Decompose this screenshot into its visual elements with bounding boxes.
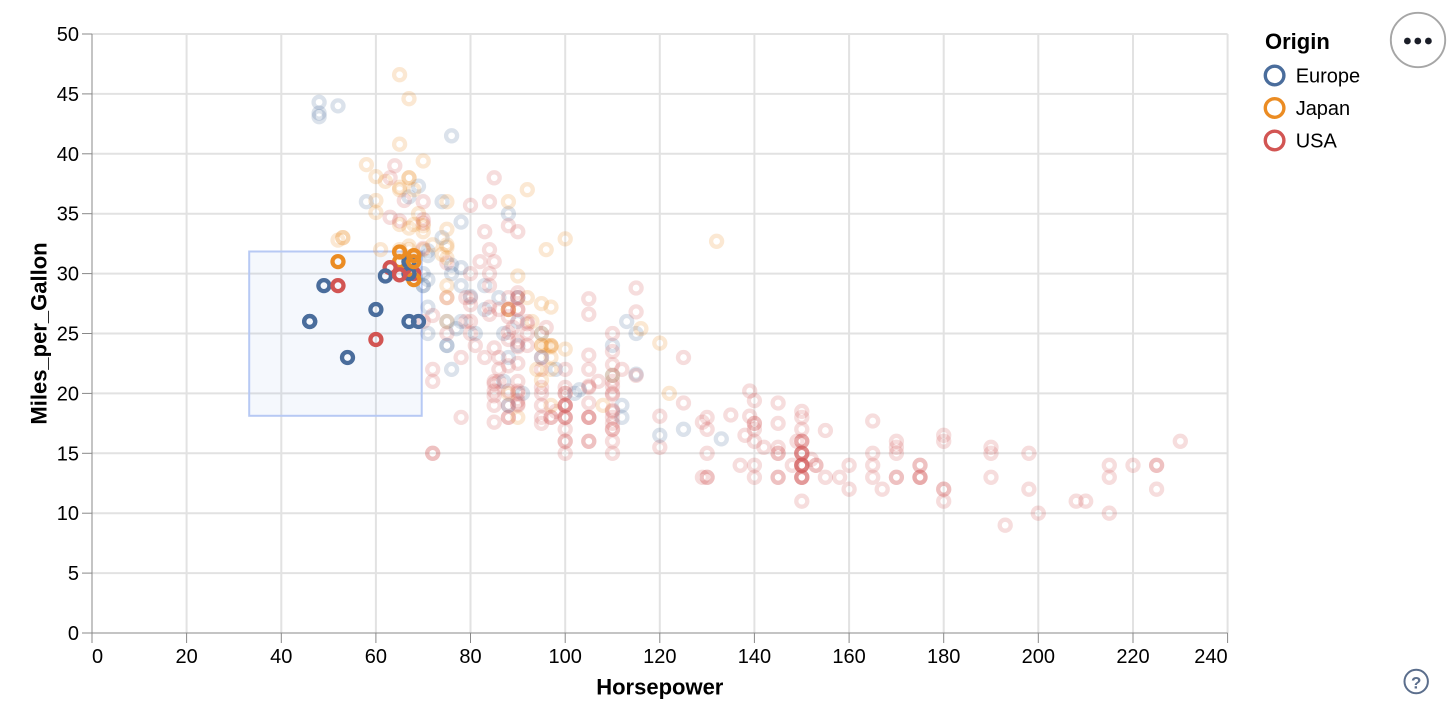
svg-text:120: 120 — [643, 646, 676, 668]
svg-text:240: 240 — [1194, 646, 1227, 668]
svg-text:20: 20 — [175, 646, 197, 668]
svg-text:40: 40 — [270, 646, 292, 668]
svg-text:200: 200 — [1022, 646, 1055, 668]
svg-text:USA: USA — [1296, 131, 1338, 153]
svg-text:Horsepower: Horsepower — [596, 675, 724, 700]
svg-text:160: 160 — [832, 646, 865, 668]
svg-text:25: 25 — [57, 324, 79, 346]
svg-text:Japan: Japan — [1296, 98, 1351, 120]
svg-text:60: 60 — [365, 646, 387, 668]
svg-text:50: 50 — [57, 24, 79, 46]
svg-text:0: 0 — [92, 646, 103, 668]
svg-text:35: 35 — [57, 204, 79, 226]
svg-text:?: ? — [1411, 674, 1421, 693]
svg-text:180: 180 — [927, 646, 960, 668]
svg-text:80: 80 — [459, 646, 481, 668]
svg-text:40: 40 — [57, 144, 79, 166]
svg-text:Miles_per_Gallon: Miles_per_Gallon — [27, 242, 52, 424]
svg-text:5: 5 — [68, 563, 79, 585]
svg-text:Europe: Europe — [1296, 66, 1361, 88]
svg-text:140: 140 — [738, 646, 771, 668]
svg-text:10: 10 — [57, 503, 79, 525]
svg-text:0: 0 — [68, 623, 79, 645]
svg-text:220: 220 — [1116, 646, 1149, 668]
svg-text:Origin: Origin — [1265, 29, 1330, 54]
svg-text:100: 100 — [549, 646, 582, 668]
svg-text:15: 15 — [57, 443, 79, 465]
svg-text:30: 30 — [57, 264, 79, 286]
svg-text:20: 20 — [57, 383, 79, 405]
svg-text:45: 45 — [57, 84, 79, 106]
